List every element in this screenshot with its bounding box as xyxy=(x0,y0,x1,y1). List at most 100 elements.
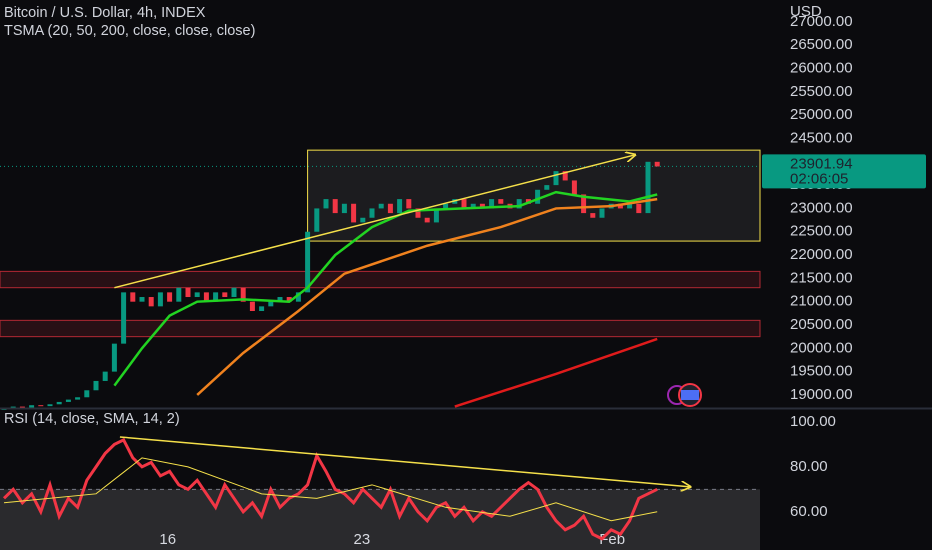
candle xyxy=(176,287,182,302)
rsi-line xyxy=(2,437,658,541)
candle xyxy=(433,208,439,223)
candle xyxy=(387,203,393,214)
candle xyxy=(424,217,430,223)
candle xyxy=(268,301,274,307)
currency-icon xyxy=(667,383,702,407)
candle xyxy=(75,397,81,400)
candle xyxy=(139,297,145,302)
candle xyxy=(56,401,62,405)
candle xyxy=(397,199,403,214)
candle xyxy=(443,203,449,209)
candle xyxy=(259,306,265,312)
price-tick-label: 19000.00 xyxy=(790,386,853,403)
candle xyxy=(84,390,90,398)
price-tick-label: 20000.00 xyxy=(790,339,853,356)
candle xyxy=(38,405,44,407)
moving-average xyxy=(113,190,658,387)
price-tick-label: 23000.00 xyxy=(790,199,853,216)
candle xyxy=(599,208,605,218)
price-tick-label: 19500.00 xyxy=(790,363,853,380)
candle xyxy=(249,301,255,312)
moving-average xyxy=(454,337,658,408)
candle xyxy=(627,203,633,209)
candle xyxy=(148,297,154,307)
candle xyxy=(351,203,357,223)
rsi-tick-label: 60.00 xyxy=(790,503,828,520)
date-tick-label: 23 xyxy=(354,531,371,548)
candle xyxy=(378,203,384,209)
indicator-label: TSMA (20, 50, 200, close, close, close) xyxy=(4,23,255,39)
candle xyxy=(203,292,209,302)
rsi-sma-line xyxy=(3,457,658,522)
price-tick-label: 27000.00 xyxy=(790,13,853,30)
price-tick-label: 20500.00 xyxy=(790,316,853,333)
candle xyxy=(571,180,577,195)
candle xyxy=(360,217,366,223)
rsi-title: RSI (14, close, SMA, 14, 2) xyxy=(4,411,180,427)
rsi-tick-label: 80.00 xyxy=(790,458,828,475)
price-tick-label: 25000.00 xyxy=(790,106,853,123)
price-tag-value: 23901.94 xyxy=(790,155,853,172)
price-tick-label: 24500.00 xyxy=(790,129,853,146)
zone xyxy=(0,319,761,338)
moving-average xyxy=(196,197,658,396)
candle xyxy=(535,189,541,204)
candle xyxy=(617,203,623,209)
candle xyxy=(406,199,412,209)
candle xyxy=(314,208,320,232)
candle xyxy=(194,292,200,298)
candle xyxy=(645,161,651,214)
price-tick-label: 26500.00 xyxy=(790,36,853,53)
candle xyxy=(213,292,219,302)
range-box xyxy=(307,149,761,242)
candle xyxy=(590,213,596,218)
date-tick-label: 16 xyxy=(159,531,176,548)
candle xyxy=(185,287,191,298)
candle xyxy=(286,297,292,302)
candle xyxy=(47,404,53,407)
candle xyxy=(461,199,467,209)
price-tick-label: 22000.00 xyxy=(790,246,853,263)
candle xyxy=(498,199,504,204)
candle xyxy=(295,292,301,302)
price-tick-label: 21500.00 xyxy=(790,269,853,286)
candle xyxy=(470,203,476,209)
candle xyxy=(29,405,35,408)
candle xyxy=(65,399,71,402)
price-tick-label: 26000.00 xyxy=(790,60,853,77)
price-tick-label: 21000.00 xyxy=(790,293,853,310)
candle xyxy=(111,343,117,372)
candle xyxy=(341,203,347,214)
price-tag-countdown: 02:06:05 xyxy=(790,170,848,187)
candle xyxy=(479,203,485,209)
zone xyxy=(0,270,761,289)
candle xyxy=(636,203,642,214)
currency-label: USD xyxy=(790,3,822,20)
price-tick-label: 22500.00 xyxy=(790,223,853,240)
candle xyxy=(305,231,311,293)
candle xyxy=(121,292,127,344)
candle xyxy=(277,297,283,302)
candle xyxy=(553,171,559,186)
candle xyxy=(323,199,329,209)
candle xyxy=(93,380,99,391)
rsi-trendline xyxy=(119,436,690,487)
candle xyxy=(332,199,338,214)
rsi-tick-label: 100.00 xyxy=(790,413,836,430)
candle xyxy=(130,292,136,302)
candle xyxy=(489,199,495,209)
price-tick-label: 25500.00 xyxy=(790,83,853,100)
candle xyxy=(222,292,228,298)
candle xyxy=(19,406,25,408)
candle xyxy=(369,208,375,218)
trendline xyxy=(114,155,635,289)
symbol-title: Bitcoin / U.S. Dollar, 4h, INDEX xyxy=(4,5,206,21)
candle xyxy=(654,161,660,167)
candle xyxy=(581,194,587,214)
candle xyxy=(544,185,550,190)
rsi-band xyxy=(0,489,760,550)
price-tag xyxy=(762,154,926,189)
candle xyxy=(102,371,108,381)
candle xyxy=(167,292,173,302)
